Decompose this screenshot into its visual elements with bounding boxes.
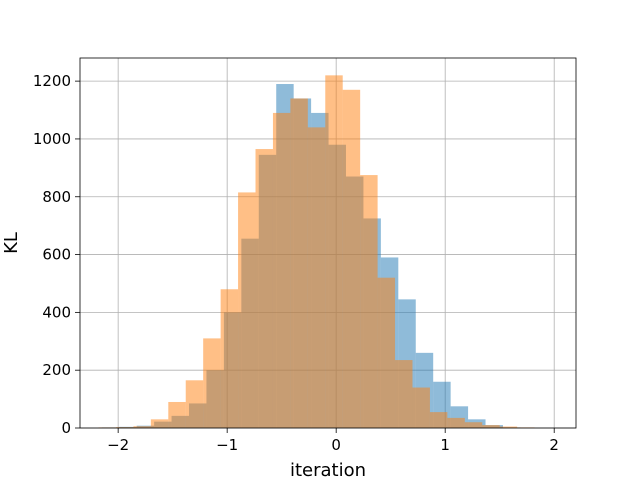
histogram-bar: [150, 419, 169, 428]
histogram-bar: [255, 149, 273, 428]
histogram-bar: [377, 277, 396, 428]
histogram-series-2: [98, 75, 535, 428]
y-axis-ticks: 0 200 400 600 800 1000 1200: [33, 72, 80, 437]
histogram-bar: [360, 175, 378, 428]
x-tick-label: −1: [216, 436, 238, 454]
histogram-bar: [325, 75, 343, 428]
histogram-bar: [464, 422, 483, 428]
histogram-bar: [168, 401, 186, 428]
x-tick-label: 2: [549, 436, 559, 454]
histogram-bar: [185, 380, 204, 428]
y-tick-label: 1200: [33, 72, 71, 90]
histogram-bar: [133, 426, 151, 428]
x-axis-ticks: −2 −1 0 1 2: [107, 428, 559, 454]
histogram-bar: [290, 98, 308, 428]
y-tick-label: 0: [61, 419, 71, 437]
plot-frame: [79, 57, 577, 429]
histogram-bar: [482, 425, 500, 428]
histogram-bar: [342, 89, 361, 428]
x-axis-label: iteration: [290, 460, 366, 480]
x-tick-label: 1: [440, 436, 450, 454]
histogram-bar: [238, 192, 256, 428]
y-axis-label: KL: [1, 232, 22, 254]
histogram-bar: [412, 387, 430, 428]
y-tick-label: 200: [42, 361, 71, 379]
histogram-bar: [395, 360, 413, 428]
histogram-bar: [499, 426, 518, 428]
y-tick-label: 600: [42, 246, 71, 264]
y-tick-label: 400: [42, 303, 71, 321]
histogram-bar: [115, 427, 134, 428]
histogram-bar: [307, 127, 326, 428]
histogram-bars: [98, 75, 535, 428]
x-tick-label: 0: [331, 436, 341, 454]
histogram-bar: [203, 338, 221, 428]
histogram-bar: [272, 112, 291, 428]
y-tick-label: 800: [42, 188, 71, 206]
histogram-bar: [220, 289, 239, 428]
y-tick-label: 1000: [33, 130, 71, 148]
x-tick-label: −2: [107, 436, 129, 454]
histogram-bar: [447, 417, 465, 428]
histogram-bar: [429, 412, 448, 428]
